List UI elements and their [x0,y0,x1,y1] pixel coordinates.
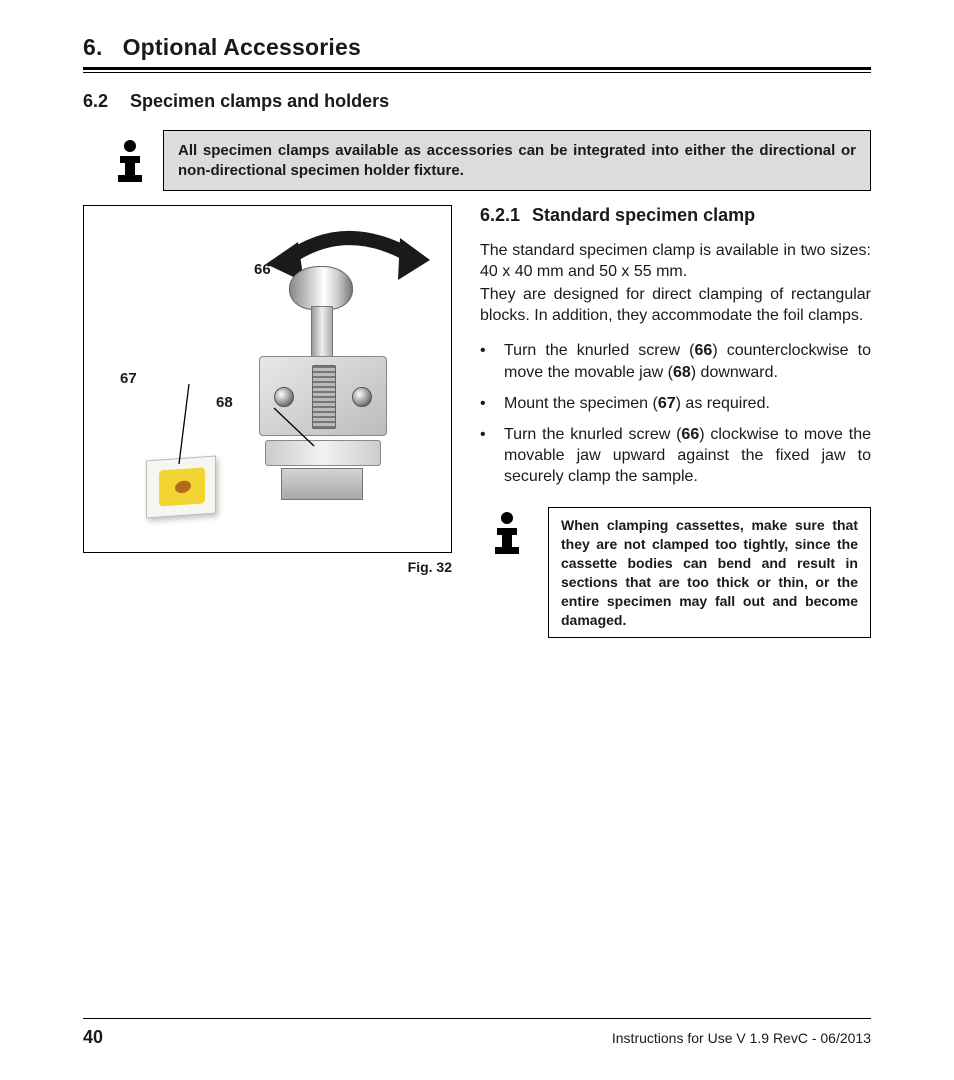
info-icon [480,507,534,638]
subsection-heading: 6.2.1 Standard specimen clamp [480,205,871,226]
chapter-heading: 6. Optional Accessories [83,34,871,61]
list-item: •Mount the specimen (67) as required. [480,393,871,414]
chapter-title-text: Optional Accessories [123,34,361,60]
section-heading: 6.2 Specimen clamps and holders [83,91,871,112]
footer-rule [83,1018,871,1019]
section-title-text: Specimen clamps and holders [130,91,389,111]
chapter-number: 6. [83,34,103,60]
top-info-box: All specimen clamps available as accesso… [163,130,871,191]
figure-caption: Fig. 32 [83,559,452,575]
info-icon [83,130,163,191]
lower-info-box: When clamping cassettes, make sure that … [548,507,871,638]
lower-info-row: When clamping cassettes, make sure that … [480,507,871,638]
two-column-layout: 66 67 68 Fig. 32 6.2.1 Standard specimen … [83,205,871,638]
list-item: •Turn the knurled screw (66) clockwise t… [480,424,871,487]
figure-label-66: 66 [254,261,271,278]
figure-label-68: 68 [216,394,233,411]
paragraph-2: They are designed for direct clamping of… [480,284,871,326]
list-item: •Turn the knurled screw (66) countercloc… [480,340,871,382]
top-info-row: All specimen clamps available as accesso… [83,130,871,191]
subsection-title-text: Standard specimen clamp [532,205,755,225]
leader-lines [84,206,453,554]
paragraph-1: The standard specimen clamp is available… [480,240,871,282]
title-rule [83,67,871,73]
document-page: 6. Optional Accessories 6.2 Specimen clamp… [0,0,954,1080]
figure-column: 66 67 68 Fig. 32 [83,205,452,638]
footer-text: Instructions for Use V 1.9 RevC - 06/201… [612,1030,871,1046]
text-column: 6.2.1 Standard specimen clamp The standar… [480,205,871,638]
bullet-list: •Turn the knurled screw (66) countercloc… [480,340,871,487]
section-number: 6.2 [83,91,108,111]
figure-label-67: 67 [120,370,137,387]
page-number: 40 [83,1027,103,1048]
subsection-number: 6.2.1 [480,205,520,225]
figure-frame: 66 67 68 [83,205,452,553]
page-footer: 40 Instructions for Use V 1.9 RevC - 06/… [83,1018,871,1048]
